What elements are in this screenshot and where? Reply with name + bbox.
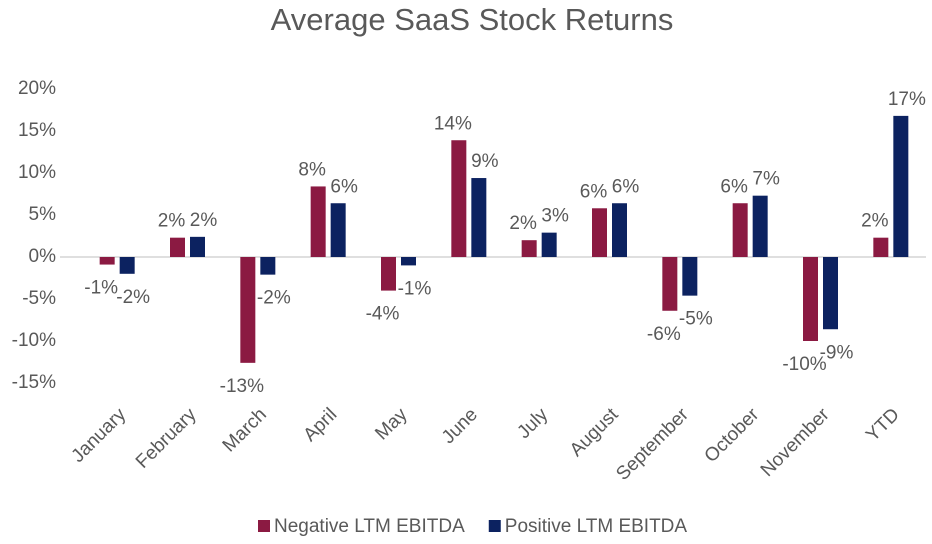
- chart-title: Average SaaS Stock Returns: [271, 2, 674, 37]
- y-tick-label: -15%: [12, 372, 56, 393]
- legend-swatch: [488, 520, 501, 532]
- data-label: 7%: [752, 169, 780, 190]
- bar: [803, 257, 818, 341]
- x-tick-label: June: [438, 404, 482, 448]
- x-tick-label: September: [612, 404, 693, 485]
- data-label: -5%: [679, 309, 713, 330]
- bar: [541, 232, 557, 257]
- data-label: 6%: [720, 176, 748, 197]
- legend-label: Positive LTM EBITDA: [505, 516, 688, 537]
- bar: [592, 208, 607, 257]
- bar: [682, 257, 698, 296]
- data-label: -13%: [220, 376, 264, 397]
- bar: [119, 257, 135, 274]
- bar: [823, 257, 838, 330]
- bar: [381, 257, 396, 291]
- x-tick-label: April: [300, 404, 342, 446]
- data-label: -1%: [84, 278, 118, 299]
- x-tick-label: August: [566, 404, 623, 461]
- data-label: 6%: [612, 176, 640, 197]
- y-tick-label: 5%: [29, 204, 57, 225]
- x-tick-label: February: [132, 404, 201, 473]
- data-label: 14%: [434, 113, 472, 134]
- bar: [260, 257, 276, 275]
- bar: [401, 257, 416, 266]
- data-label: 2%: [861, 211, 889, 232]
- bar: [732, 203, 748, 257]
- x-tick-label: May: [371, 404, 412, 445]
- bar: [330, 203, 346, 257]
- x-tick-label: March: [219, 404, 271, 456]
- data-label: 8%: [298, 159, 326, 180]
- data-label: 17%: [888, 89, 926, 110]
- data-label: 3%: [541, 206, 569, 227]
- data-label: 2%: [190, 210, 218, 231]
- bar: [471, 178, 487, 257]
- data-label: -2%: [116, 287, 150, 308]
- data-label: 2%: [509, 213, 537, 234]
- data-label: -9%: [820, 342, 854, 363]
- bar: [662, 257, 678, 311]
- bar: [99, 257, 115, 265]
- bar: [170, 237, 185, 257]
- data-label: -4%: [366, 304, 400, 325]
- bar: [893, 115, 909, 257]
- x-tick-label: July: [514, 404, 553, 443]
- bar: [612, 203, 627, 257]
- bar: [240, 257, 256, 363]
- y-tick-label: 15%: [18, 120, 56, 141]
- x-tick-label: January: [68, 404, 131, 467]
- y-tick-label: 0%: [29, 246, 57, 267]
- x-tick-label: October: [701, 404, 764, 467]
- bar: [521, 240, 537, 257]
- data-label: -2%: [257, 288, 291, 309]
- bar: [310, 186, 326, 257]
- data-label: -10%: [782, 354, 826, 375]
- data-label: 2%: [158, 211, 186, 232]
- data-label: -1%: [398, 278, 432, 299]
- data-label: 6%: [580, 181, 608, 202]
- data-label: -6%: [647, 324, 681, 345]
- y-tick-label: -10%: [12, 330, 56, 351]
- data-label: 9%: [471, 151, 499, 172]
- y-tick-label: 10%: [18, 162, 56, 183]
- bar: [190, 236, 205, 257]
- y-tick-label: -5%: [22, 288, 56, 309]
- bar: [451, 140, 467, 257]
- y-tick-label: 20%: [18, 78, 56, 99]
- bar: [873, 237, 889, 257]
- x-tick-label: November: [757, 404, 834, 481]
- bar: [752, 195, 768, 257]
- data-label: 6%: [330, 176, 358, 197]
- legend-swatch: [258, 520, 270, 532]
- x-tick-label: YTD: [862, 404, 904, 446]
- legend-label: Negative LTM EBITDA: [274, 516, 465, 537]
